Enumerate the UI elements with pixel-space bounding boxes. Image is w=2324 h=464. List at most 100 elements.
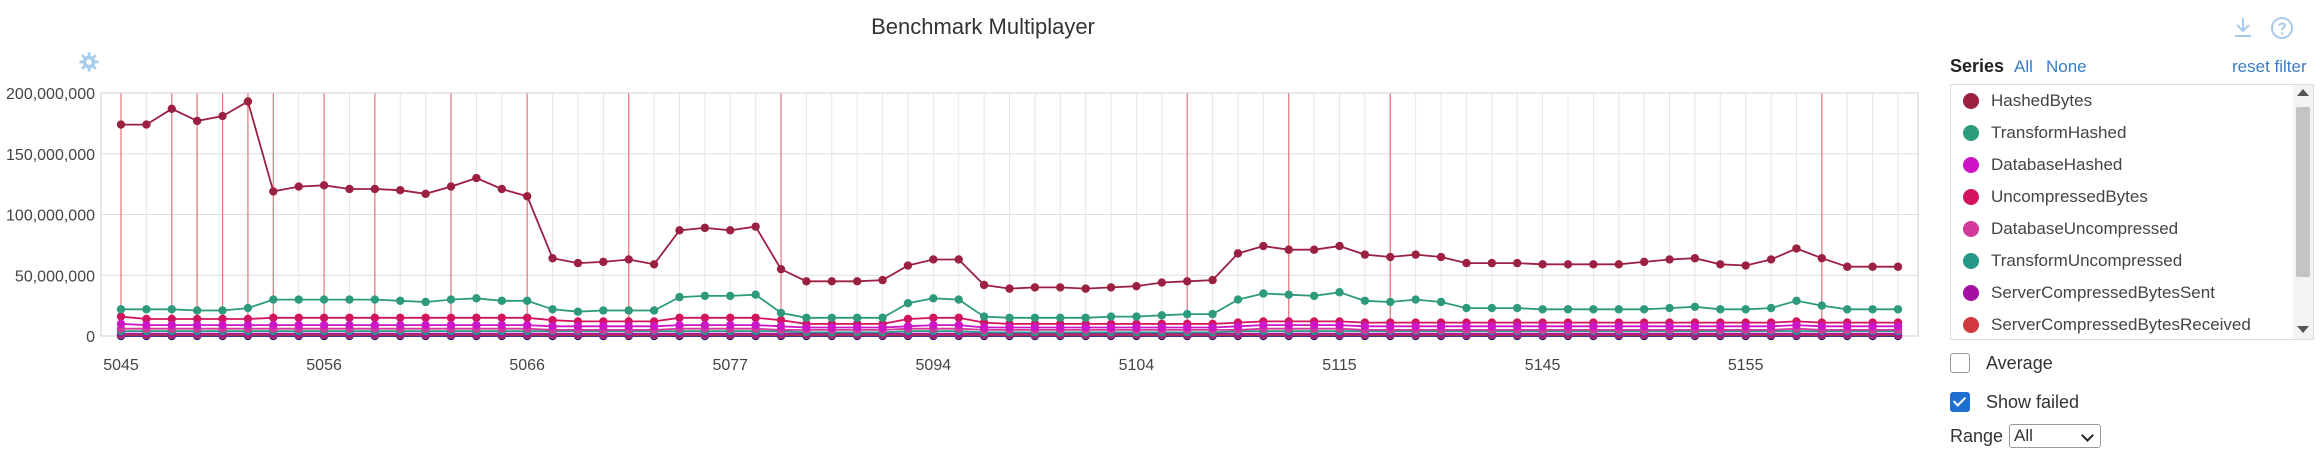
data-point <box>116 120 126 129</box>
data-point <box>1690 254 1700 263</box>
average-checkbox[interactable] <box>1950 353 1970 373</box>
average-option[interactable]: Average <box>1950 350 2053 376</box>
y-tick-label: 50,000,000 <box>15 268 95 285</box>
data-point <box>726 226 735 235</box>
data-point <box>954 313 963 322</box>
series-item[interactable]: UncompressedBytes <box>1951 181 2281 213</box>
data-point <box>726 291 735 301</box>
data-point <box>1106 312 1116 321</box>
x-tick-label: 5045 <box>103 357 139 374</box>
data-point <box>269 320 278 330</box>
data-point <box>852 323 862 332</box>
data-point <box>1335 320 1344 330</box>
data-point <box>1766 255 1776 264</box>
series-list: HashedBytes TransformHashed DatabaseHashed… <box>1950 84 2314 340</box>
data-point <box>548 322 557 331</box>
series-color-dot <box>1963 253 1979 269</box>
data-point <box>700 223 710 233</box>
scroll-down-icon[interactable] <box>2297 326 2309 333</box>
data-point <box>573 322 583 331</box>
data-point <box>1792 320 1801 330</box>
data-point <box>142 120 151 129</box>
data-point <box>802 323 811 332</box>
data-point <box>624 306 633 315</box>
gear-icon[interactable] <box>78 51 100 73</box>
data-point <box>1538 322 1547 331</box>
data-point <box>1386 322 1395 331</box>
scroll-up-icon[interactable] <box>2297 89 2309 96</box>
data-point <box>1563 260 1573 269</box>
data-point <box>396 320 405 330</box>
series-item[interactable]: DatabaseUncompressed <box>1951 213 2281 245</box>
data-point <box>218 111 227 121</box>
data-point <box>776 322 786 331</box>
data-point <box>370 320 380 330</box>
range-label: Range <box>1950 425 2004 446</box>
series-title: Series <box>1950 56 2005 76</box>
series-item[interactable]: TransformUncompressed <box>1951 245 2281 277</box>
help-icon[interactable] <box>2270 16 2294 40</box>
download-icon[interactable] <box>2232 16 2254 40</box>
data-point <box>979 312 989 321</box>
data-point <box>218 306 227 315</box>
series-scrollbar[interactable] <box>2293 85 2313 339</box>
data-point <box>1309 320 1319 330</box>
show-failed-option[interactable]: Show failed <box>1950 389 2079 415</box>
data-point <box>319 295 329 304</box>
data-point <box>802 277 811 286</box>
x-tick-label: 5094 <box>916 357 952 374</box>
data-point <box>1614 322 1623 331</box>
data-point <box>1005 284 1014 293</box>
series-item[interactable]: ServerCompressedBytesSent <box>1951 277 2281 309</box>
data-point <box>345 295 354 304</box>
data-point <box>903 314 913 324</box>
series-item[interactable]: DatabaseHashed <box>1951 149 2281 181</box>
select-all-link[interactable]: All <box>2014 57 2033 76</box>
data-point <box>1639 305 1649 314</box>
data-point <box>827 313 836 322</box>
series-color-dot <box>1963 157 1979 173</box>
data-point <box>751 320 760 330</box>
scroll-thumb[interactable] <box>2296 107 2310 277</box>
series-color-dot <box>1963 93 1979 109</box>
data-point <box>1639 257 1649 267</box>
data-point <box>1284 290 1293 299</box>
data-point <box>1183 309 1192 319</box>
show-failed-checkbox[interactable] <box>1950 392 1970 412</box>
data-point <box>1589 322 1598 331</box>
data-point <box>675 292 684 302</box>
x-tick-label: 5155 <box>1728 357 1764 374</box>
data-point <box>1081 323 1090 332</box>
data-point <box>1183 277 1192 286</box>
data-point <box>1233 249 1243 258</box>
data-point <box>1843 322 1852 331</box>
data-point <box>218 314 227 324</box>
data-point <box>1309 291 1319 301</box>
data-point <box>1716 322 1725 331</box>
data-point <box>472 313 481 322</box>
series-item[interactable]: TransformHashed <box>1951 117 2281 149</box>
series-item[interactable]: ServerCompressedBytesReceived <box>1951 309 2281 339</box>
reset-filter-link[interactable]: reset filter <box>2232 57 2307 76</box>
data-point <box>1081 313 1090 322</box>
data-point <box>1208 323 1217 332</box>
data-point <box>370 184 380 194</box>
data-point <box>1513 258 1522 268</box>
data-point <box>548 316 557 325</box>
range-select[interactable]: All <box>2009 424 2102 448</box>
data-point <box>370 313 380 322</box>
x-tick-label: 5115 <box>1322 357 1357 374</box>
select-none-link[interactable]: None <box>2046 57 2087 76</box>
data-point <box>522 320 532 330</box>
series-label: ServerCompressedBytesSent <box>1991 283 2215 302</box>
data-point <box>1614 305 1623 314</box>
series-item[interactable]: HashedBytes <box>1951 85 2281 117</box>
data-point <box>497 296 506 305</box>
data-point <box>319 181 329 190</box>
data-point <box>751 313 760 322</box>
data-point <box>243 314 253 324</box>
data-point <box>1284 245 1293 254</box>
data-point <box>1411 295 1420 304</box>
data-point <box>1741 322 1750 331</box>
data-point <box>1563 322 1573 331</box>
